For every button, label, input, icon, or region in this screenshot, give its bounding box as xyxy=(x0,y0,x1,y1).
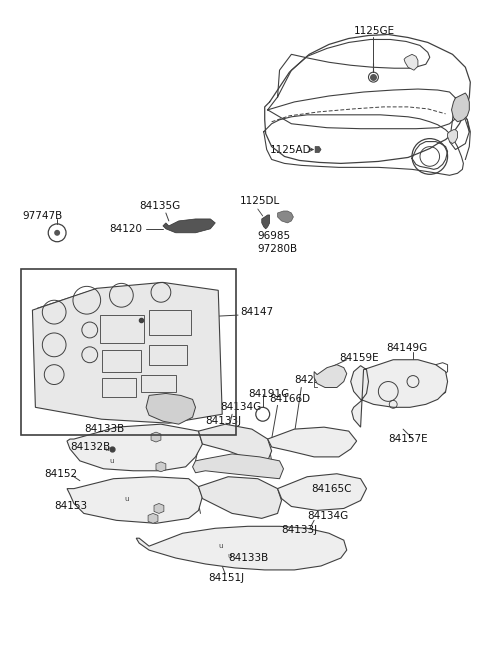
Bar xyxy=(149,345,187,365)
Text: 97280B: 97280B xyxy=(258,244,298,253)
Polygon shape xyxy=(314,365,347,388)
Polygon shape xyxy=(351,360,447,427)
Text: 84165C: 84165C xyxy=(311,483,352,494)
Text: u: u xyxy=(124,496,129,502)
Text: 84133J: 84133J xyxy=(281,525,318,535)
Text: 84133B: 84133B xyxy=(84,424,124,434)
Polygon shape xyxy=(199,477,281,518)
Text: u: u xyxy=(109,458,114,464)
Bar xyxy=(100,315,144,343)
Polygon shape xyxy=(199,424,272,461)
Bar xyxy=(102,350,141,371)
Text: 84134G: 84134G xyxy=(307,512,348,521)
Text: 1125GE: 1125GE xyxy=(354,26,395,35)
Polygon shape xyxy=(447,130,457,143)
Polygon shape xyxy=(192,454,284,479)
Bar xyxy=(102,377,136,398)
Polygon shape xyxy=(148,514,158,523)
Text: 84135G: 84135G xyxy=(139,201,180,211)
Polygon shape xyxy=(154,504,164,514)
Circle shape xyxy=(54,230,60,236)
Polygon shape xyxy=(452,93,469,122)
Text: u: u xyxy=(218,543,223,549)
Polygon shape xyxy=(262,215,270,229)
Polygon shape xyxy=(146,394,195,424)
Text: u: u xyxy=(228,553,232,559)
Polygon shape xyxy=(277,474,367,510)
Text: 84250D: 84250D xyxy=(294,375,336,384)
Text: 84166D: 84166D xyxy=(270,394,311,404)
Text: 84147: 84147 xyxy=(240,307,273,317)
Text: 84159E: 84159E xyxy=(339,353,378,363)
Bar xyxy=(149,310,191,335)
Polygon shape xyxy=(163,219,216,233)
Text: 84134G: 84134G xyxy=(220,402,262,412)
Polygon shape xyxy=(151,432,161,442)
Bar xyxy=(141,375,176,392)
Bar xyxy=(21,269,236,435)
Polygon shape xyxy=(156,462,166,472)
Text: 84120: 84120 xyxy=(109,224,143,234)
Text: 84191G: 84191G xyxy=(248,390,289,400)
Text: 84133B: 84133B xyxy=(228,553,268,563)
Text: 84153: 84153 xyxy=(54,502,87,512)
Text: 97747B: 97747B xyxy=(23,211,63,221)
Text: 84132B: 84132B xyxy=(70,442,110,452)
Polygon shape xyxy=(67,477,203,523)
Text: 84133J: 84133J xyxy=(205,416,241,426)
Polygon shape xyxy=(315,147,321,153)
Text: 96985: 96985 xyxy=(258,231,291,241)
Polygon shape xyxy=(136,527,347,570)
Text: 84149G: 84149G xyxy=(386,343,428,353)
Polygon shape xyxy=(33,282,222,423)
Polygon shape xyxy=(277,211,293,223)
Text: 1125AD: 1125AD xyxy=(270,145,311,155)
Text: 1125DL: 1125DL xyxy=(240,196,280,206)
Text: 84152: 84152 xyxy=(44,469,77,479)
Polygon shape xyxy=(268,427,357,457)
Text: u: u xyxy=(104,446,109,452)
Polygon shape xyxy=(404,54,418,70)
Polygon shape xyxy=(67,424,203,471)
Text: 84151J: 84151J xyxy=(208,573,244,583)
Text: 84157E: 84157E xyxy=(388,434,428,444)
